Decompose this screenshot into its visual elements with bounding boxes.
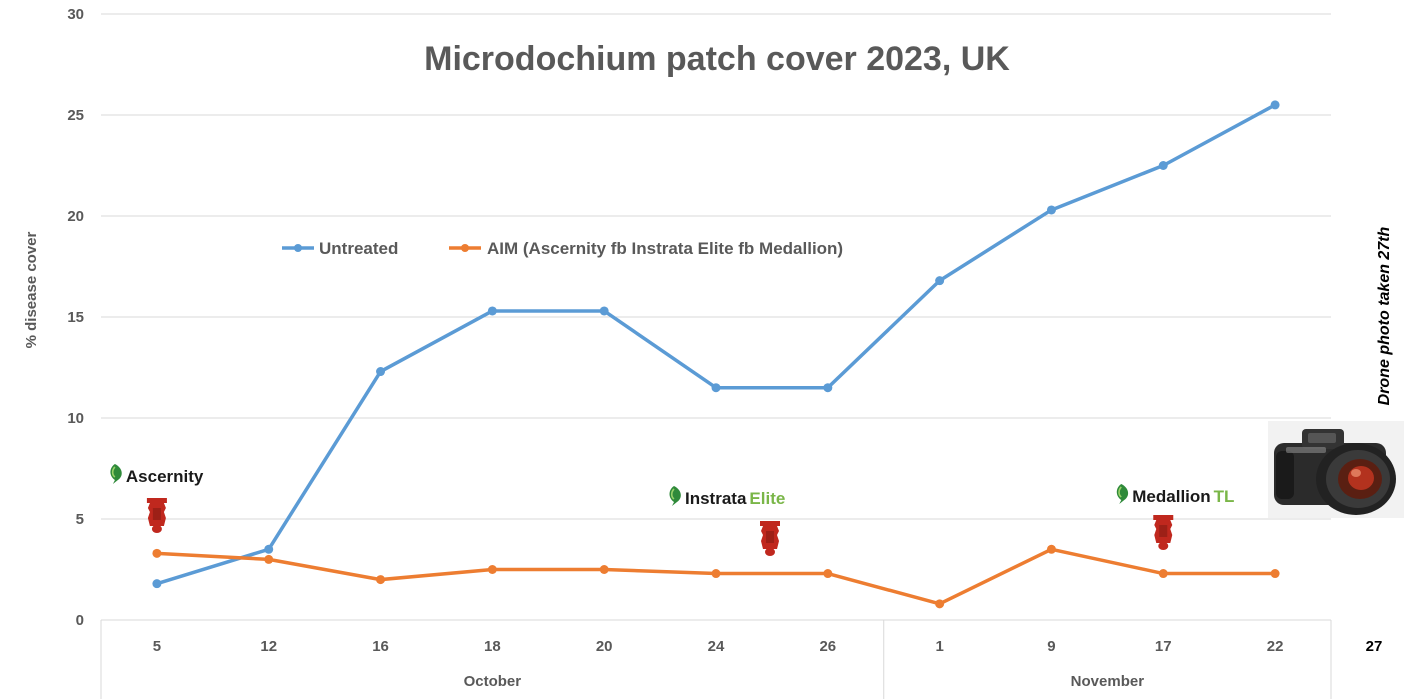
legend-item-untreated: Untreated: [282, 239, 398, 258]
product-annotation: Medallion TL: [1116, 484, 1234, 550]
data-point-0: [599, 306, 609, 316]
data-point-1: [599, 565, 609, 574]
product-annotations: Ascernity Instrata Elite Medallion TL: [110, 464, 1234, 556]
y-tick-label: 5: [76, 511, 84, 528]
camera-icon: [1268, 421, 1404, 518]
data-point-0: [935, 276, 945, 286]
y-axis-label: % disease cover: [23, 231, 40, 348]
x-tick-label: 24: [708, 638, 725, 655]
x-tick-label: 22: [1267, 638, 1284, 655]
product-name: Instrata Elite: [685, 489, 785, 508]
x-tick-label: 18: [484, 638, 501, 655]
month-label: November: [1071, 673, 1145, 690]
legend-label-untreated: Untreated: [319, 239, 398, 258]
y-tick-label: 0: [76, 612, 84, 629]
y-tick-label: 20: [67, 208, 84, 225]
extra-category-label: 27: [1366, 638, 1383, 655]
data-point-1: [823, 569, 833, 579]
x-tick-label: 16: [372, 638, 389, 655]
data-point-1: [1270, 569, 1280, 579]
y-tick-label: 15: [67, 309, 84, 326]
spray-bottle-icon: [146, 498, 167, 533]
x-tick-label: 9: [1047, 638, 1055, 655]
product-name: Medallion TL: [1132, 487, 1234, 506]
legend-label-aim: AIM (Ascernity fb Instrata Elite fb Meda…: [487, 239, 843, 258]
data-point-0: [487, 306, 497, 316]
data-point-0: [376, 367, 386, 377]
drone-photo-note: Drone photo taken 27th: [1376, 226, 1393, 405]
x-tick-label: 26: [819, 638, 836, 655]
gridlines: [101, 13, 1331, 520]
spray-bottle-icon: [760, 521, 780, 556]
y-tick-label: 30: [67, 6, 84, 23]
y-tick-label: 25: [67, 107, 84, 124]
product-annotation: Ascernity: [110, 464, 204, 533]
data-point-0: [152, 579, 162, 589]
legend: Untreated AIM (Ascernity fb Instrata Eli…: [282, 239, 843, 258]
data-point-1: [935, 599, 945, 609]
data-point-1: [1046, 544, 1056, 554]
data-point-1: [152, 548, 162, 558]
product-name: Ascernity: [126, 467, 204, 486]
data-point-0: [823, 383, 833, 393]
x-axis: [100, 619, 1332, 699]
leaf-logo-icon: [669, 486, 681, 506]
y-axis-ticks: 0 5 10 15 20 25 30: [67, 6, 84, 629]
data-point-0: [1046, 205, 1056, 215]
month-label: October: [464, 673, 522, 690]
x-tick-label: 20: [596, 638, 613, 655]
spray-bottle-icon: [1153, 515, 1174, 550]
leaf-logo-icon: [110, 464, 122, 484]
y-tick-label: 10: [67, 410, 84, 427]
leaf-logo-icon: [1116, 484, 1129, 504]
x-tick-label: 17: [1155, 638, 1172, 655]
data-point-0: [264, 544, 274, 554]
series-lines: [152, 100, 1280, 609]
data-point-1: [487, 565, 497, 574]
data-point-1: [264, 554, 274, 564]
series-line-0: [156, 103, 1276, 586]
x-tick-label: 1: [935, 638, 943, 655]
data-point-1: [1158, 569, 1168, 579]
data-point-0: [711, 383, 721, 393]
data-point-0: [1158, 161, 1168, 170]
x-axis-ticks: 5 12 16 18 20 24 26 1 9 17 22 October November: [153, 638, 1284, 690]
data-point-1: [376, 575, 386, 585]
x-tick-label: 5: [153, 638, 161, 655]
chart-title: Microdochium patch cover 2023, UK: [424, 40, 1010, 78]
product-annotation: Instrata Elite: [669, 486, 785, 556]
legend-item-aim: AIM (Ascernity fb Instrata Elite fb Meda…: [449, 239, 843, 258]
data-point-0: [1270, 100, 1280, 110]
x-tick-label: 12: [260, 638, 277, 655]
data-point-1: [711, 569, 721, 579]
